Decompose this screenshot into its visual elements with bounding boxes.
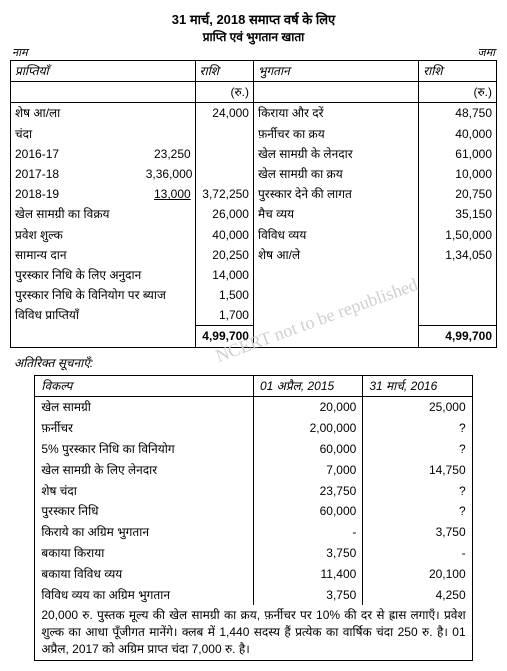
subs-val: 13,000 bbox=[154, 187, 191, 201]
col-amount-left: राशि bbox=[195, 61, 253, 82]
extra-col2: 31 मार्च, 2016 bbox=[363, 375, 472, 397]
pay-amt: 10,000 bbox=[419, 164, 497, 184]
period-title: 31 मार्च, 2018 समाप्त वर्ष के लिए bbox=[10, 10, 497, 28]
receipt-row: विविध प्राप्तियाँ bbox=[11, 305, 196, 326]
pay-row: खेल सामग्री के लेनदार bbox=[253, 144, 418, 164]
pay-row: विविध व्यय bbox=[253, 225, 418, 245]
extra-info-head: अतिरिक्त सूचनाएँ: bbox=[10, 354, 497, 371]
subs-label: चंदा bbox=[11, 124, 196, 144]
extra-row: बकाया विविध व्यय bbox=[35, 564, 254, 585]
debit-label: नाम bbox=[12, 45, 254, 60]
extra-col-desc: विकल्प bbox=[35, 375, 254, 397]
subs-year: 2016-17 bbox=[11, 144, 142, 164]
subs-year: 2017-18 bbox=[11, 164, 142, 184]
pay-amt: 1,34,050 bbox=[419, 245, 497, 265]
extra-col1: 01 अप्रैल, 2015 bbox=[254, 375, 363, 397]
subs-total: 3,72,250 bbox=[195, 184, 253, 204]
receipt-row: पुरस्कार निधि के लिए अनुदान bbox=[11, 265, 196, 285]
extra-row: शेष चंदा bbox=[35, 481, 254, 502]
receipts-total: 4,99,700 bbox=[195, 326, 253, 347]
extra-row: पुरस्कार निधि bbox=[35, 501, 254, 522]
pay-row: पुरस्कार देने की लागत bbox=[253, 184, 418, 204]
col-payments: भुगतान bbox=[253, 61, 418, 82]
extra-row: खेल सामग्री के लिए लेनदार bbox=[35, 460, 254, 481]
receipt-row: सामान्य दान bbox=[11, 245, 196, 265]
receipt-amt: 40,000 bbox=[195, 225, 253, 245]
drcr-row: नाम जमा bbox=[10, 45, 497, 60]
extra-row: खेल सामग्री bbox=[35, 397, 254, 418]
extra-row: बकाया किराया bbox=[35, 543, 254, 564]
balance-bd-amt: 24,000 bbox=[195, 103, 253, 124]
subs-year: 2018-19 bbox=[11, 184, 142, 204]
pay-amt: 1,50,000 bbox=[419, 225, 497, 245]
subs-val: 23,250 bbox=[142, 144, 195, 164]
receipt-row: पुरस्कार निधि के विनियोग पर ब्याज bbox=[11, 285, 196, 305]
pay-amt: 48,750 bbox=[419, 103, 497, 124]
pay-amt: 61,000 bbox=[419, 144, 497, 164]
receipts-payments-table: प्राप्तियाँ राशि भुगतान राशि (रु.) (रु.)… bbox=[10, 60, 497, 348]
payments-total: 4,99,700 bbox=[419, 326, 497, 347]
receipt-amt: 20,250 bbox=[195, 245, 253, 265]
currency-right: (रु.) bbox=[419, 82, 497, 103]
credit-label: जमा bbox=[254, 45, 496, 60]
pay-row: किराया और दरें bbox=[253, 103, 418, 124]
col-receipts: प्राप्तियाँ bbox=[11, 61, 196, 82]
receipt-row: खेल सामग्री का विक्रय bbox=[11, 204, 196, 224]
extra-row: किराये का अग्रिम भुगतान bbox=[35, 522, 254, 543]
extra-row: विविध व्यय का अग्रिम भुगतान bbox=[35, 585, 254, 606]
col-amount-right: राशि bbox=[419, 61, 497, 82]
subs-val: 3,36,000 bbox=[142, 164, 195, 184]
receipt-amt: 14,000 bbox=[195, 265, 253, 285]
pay-amt: 40,000 bbox=[419, 124, 497, 144]
extra-row: फ़र्नीचर bbox=[35, 418, 254, 439]
receipt-amt: 1,500 bbox=[195, 285, 253, 305]
balance-bd-label: शेष आ/ला bbox=[11, 103, 196, 124]
extra-info-table: विकल्प 01 अप्रैल, 2015 31 मार्च, 2016 खे… bbox=[34, 375, 472, 661]
receipt-amt: 1,700 bbox=[195, 305, 253, 326]
extra-note: 20,000 रु. पुस्तक मूल्य की खेल सामग्री क… bbox=[35, 605, 472, 660]
pay-row: खेल सामग्री का क्रय bbox=[253, 164, 418, 184]
pay-amt: 20,750 bbox=[419, 184, 497, 204]
account-title: प्राप्ति एवं भुगतान खाता bbox=[10, 28, 497, 45]
currency-left: (रु.) bbox=[195, 82, 253, 103]
extra-row: 5% पुरस्कार निधि का विनियोग bbox=[35, 439, 254, 460]
pay-amt: 35,150 bbox=[419, 204, 497, 224]
pay-row: फ़र्नीचर का क्रय bbox=[253, 124, 418, 144]
pay-row: मैच व्यय bbox=[253, 204, 418, 224]
receipt-row: प्रवेश शुल्क bbox=[11, 225, 196, 245]
receipt-amt: 26,000 bbox=[195, 204, 253, 224]
pay-row: शेष आ/ले bbox=[253, 245, 418, 265]
